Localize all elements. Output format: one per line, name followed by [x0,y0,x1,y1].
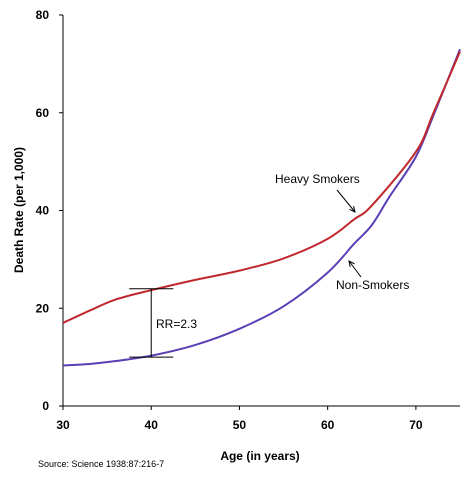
series-layer [62,48,461,367]
heavy-smokers-label: Heavy Smokers [275,172,360,186]
non-smokers-line [62,48,461,367]
x-tick-label-50: 50 [233,418,247,432]
non-smokers-arrow-shaft [348,260,362,278]
non-smokers-label: Non-Smokers [336,278,409,292]
y-tick-label-80: 80 [36,8,50,22]
x-tick-label-70: 70 [409,418,423,432]
non-smokers-arrow-head [348,260,355,267]
y-axis-title: Death Rate (per 1,000) [12,147,26,273]
heavy-smokers-line [62,51,461,324]
x-tick-label-60: 60 [321,418,335,432]
x-tick-label-30: 30 [56,418,70,432]
heavy-smokers-arrow-head [349,206,356,213]
y-tick-label-0: 0 [42,399,49,413]
y-tick-label-40: 40 [36,204,50,218]
annotation-layer: Heavy Smokers Non-Smokers RR=2.3 [129,172,409,358]
x-axis-title: Age (in years) [220,449,299,463]
y-tick-label-60: 60 [36,106,50,120]
x-tick-label-40: 40 [145,418,159,432]
rr-label: RR=2.3 [156,317,197,331]
axes: 0 20 40 60 80 30 40 50 60 70 [36,8,460,432]
source-note: Source: Science 1938:87:216-7 [38,459,164,469]
heavy-smokers-arrow-shaft [336,189,356,213]
y-tick-label-20: 20 [36,301,50,315]
